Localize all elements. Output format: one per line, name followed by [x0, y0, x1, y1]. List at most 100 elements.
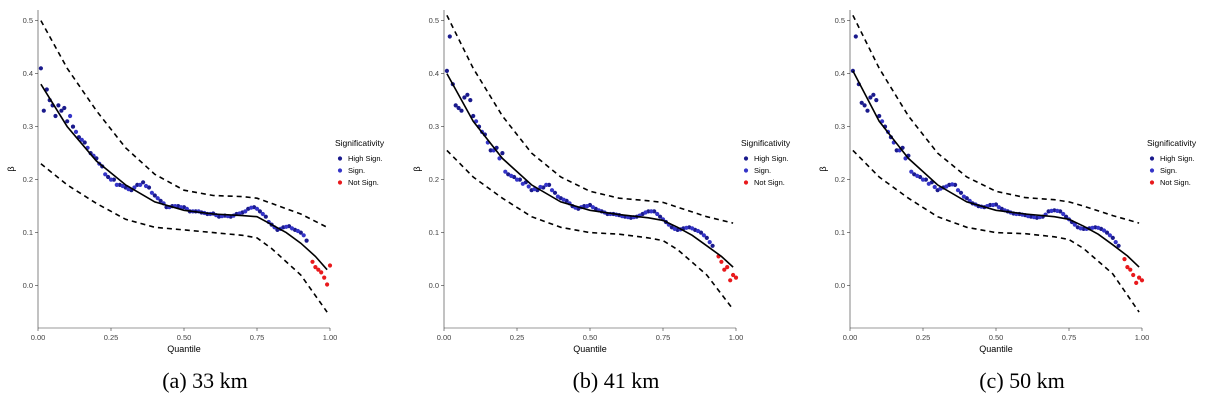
- legend-label: High Sign.: [1160, 154, 1195, 163]
- lower-band-line: [41, 164, 327, 312]
- point-sign: [296, 229, 300, 233]
- x-tick-label: 1.00: [729, 333, 744, 342]
- legend-title: Significativity: [335, 138, 385, 148]
- x-axis-title: Quantile: [167, 344, 201, 354]
- point-sign: [503, 170, 507, 174]
- y-tick-label: 0.0: [835, 281, 845, 290]
- point-sign: [944, 184, 948, 188]
- upper-band-line: [447, 15, 733, 223]
- point-high-sign: [871, 93, 875, 97]
- point-sign: [1114, 240, 1118, 244]
- point-not-sign: [325, 282, 329, 286]
- x-tick-label: 0.50: [177, 333, 192, 342]
- point-sign: [1061, 212, 1065, 216]
- legend-label: Sign.: [1160, 166, 1177, 175]
- point-sign: [302, 233, 306, 237]
- y-axis-title: β: [818, 166, 828, 171]
- y-tick-label: 0.0: [23, 281, 33, 290]
- point-not-sign: [719, 260, 723, 264]
- y-tick-label: 0.5: [835, 16, 845, 25]
- point-sign: [556, 195, 560, 199]
- legend-label: Not Sign.: [348, 178, 379, 187]
- point-high-sign: [71, 125, 75, 129]
- point-sign: [284, 225, 288, 229]
- legend-label: Not Sign.: [1160, 178, 1191, 187]
- x-tick-label: 0.75: [656, 333, 671, 342]
- point-not-sign: [734, 276, 738, 280]
- point-not-sign: [728, 278, 732, 282]
- y-tick-label: 0.3: [23, 122, 33, 131]
- point-high-sign: [854, 34, 858, 38]
- point-sign: [643, 210, 647, 214]
- point-not-sign: [725, 265, 729, 269]
- point-not-sign: [328, 263, 332, 267]
- point-high-sign: [500, 151, 504, 155]
- legend-marker: [1150, 156, 1154, 160]
- point-sign: [702, 233, 706, 237]
- panel-c: 0.0 0.1 0.2 0.3 0.4 0.5 0.00 0.25 0.50 0.75 1.00 Qu…: [812, 0, 1218, 410]
- point-sign: [544, 183, 548, 187]
- caption-a: (a) 33 km: [55, 368, 355, 394]
- x-tick-label: 0.00: [31, 333, 46, 342]
- caption-c: (c) 50 km: [872, 368, 1172, 394]
- caption-b: (b) 41 km: [466, 368, 766, 394]
- panel-b: 0.0 0.1 0.2 0.3 0.4 0.5 0.00 0.25 0.50 0.75 1.00 Qu…: [406, 0, 812, 410]
- point-sign: [585, 204, 589, 208]
- x-tick-label: 0.75: [1062, 333, 1077, 342]
- point-not-sign: [310, 260, 314, 264]
- y-tick-label: 0.1: [429, 228, 439, 237]
- upper-band-line: [41, 21, 327, 228]
- y-tick-label: 0.5: [429, 16, 439, 25]
- x-tick-label: 0.25: [916, 333, 931, 342]
- y-tick-label: 0.3: [835, 122, 845, 131]
- fitted-curve: [447, 74, 733, 268]
- point-high-sign: [445, 69, 449, 73]
- point-sign: [991, 203, 995, 207]
- point-high-sign: [874, 98, 878, 102]
- y-tick-label: 0.5: [23, 16, 33, 25]
- fitted-curve: [41, 84, 327, 270]
- legend-label: High Sign.: [348, 154, 383, 163]
- y-tick-label: 0.3: [429, 122, 439, 131]
- point-sign: [708, 240, 712, 244]
- point-high-sign: [863, 103, 867, 107]
- point-sign: [156, 196, 160, 200]
- y-tick-label: 0.4: [23, 69, 33, 78]
- point-high-sign: [53, 114, 57, 118]
- y-tick-label: 0.2: [23, 175, 33, 184]
- point-sign: [950, 182, 954, 186]
- y-axis-title: β: [412, 166, 422, 171]
- point-sign: [261, 212, 265, 216]
- point-sign: [655, 212, 659, 216]
- point-sign: [509, 174, 513, 178]
- point-high-sign: [711, 244, 715, 248]
- x-tick-label: 1.00: [323, 333, 338, 342]
- y-axis-title: β: [6, 166, 16, 171]
- point-sign: [138, 183, 142, 187]
- legend-marker: [1150, 168, 1154, 172]
- point-sign: [115, 183, 119, 187]
- point-sign: [921, 178, 925, 182]
- y-tick-label: 0.4: [429, 69, 439, 78]
- y-tick-label: 0.1: [835, 228, 845, 237]
- point-high-sign: [465, 93, 469, 97]
- point-sign: [956, 188, 960, 192]
- point-sign: [927, 182, 931, 186]
- point-high-sign: [39, 66, 43, 70]
- legend-marker: [338, 156, 342, 160]
- point-sign: [933, 185, 937, 189]
- x-tick-label: 0.50: [989, 333, 1004, 342]
- y-tick-label: 0.1: [23, 228, 33, 237]
- point-high-sign: [56, 103, 60, 107]
- legend-marker: [338, 168, 342, 172]
- y-tick-label: 0.2: [835, 175, 845, 184]
- chart-c: 0.0 0.1 0.2 0.3 0.4 0.5 0.00 0.25 0.50 0.75 1.00 Qu…: [812, 0, 1218, 360]
- lower-band-line: [853, 150, 1139, 312]
- x-axis-title: Quantile: [573, 344, 607, 354]
- point-high-sign: [468, 98, 472, 102]
- legend-marker: [1150, 180, 1154, 184]
- point-not-sign: [319, 270, 323, 274]
- panel-a: 0.0 0.1 0.2 0.3 0.4 0.5 0.00 0.25 0.50 0.75 1.00 Qu…: [0, 0, 406, 410]
- legend-marker: [338, 180, 342, 184]
- point-high-sign: [42, 109, 46, 113]
